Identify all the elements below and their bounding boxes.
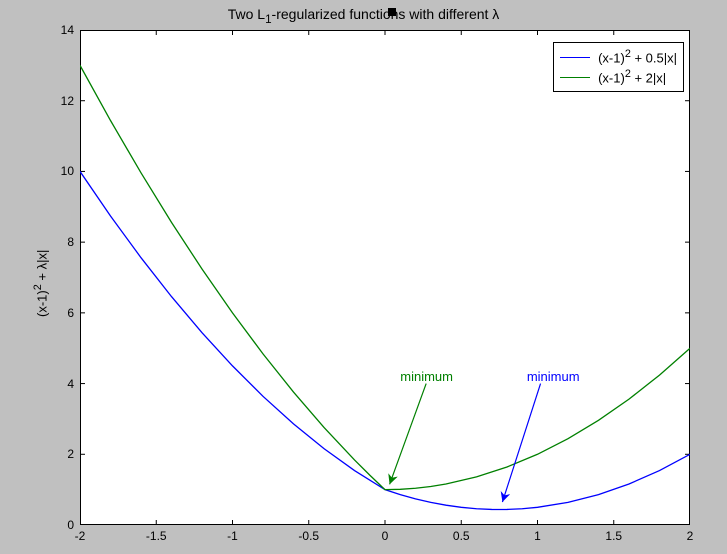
legend-label-0: (x-1)2 + 0.5|x|: [598, 48, 677, 65]
legend-swatch-1: [560, 77, 590, 78]
x-tick-label: 0.5: [453, 529, 470, 543]
y-tick-label: 8: [50, 235, 74, 249]
x-tick-label: 1: [534, 529, 541, 543]
y-tick-label: 10: [50, 164, 74, 178]
y-tick-label: 6: [50, 306, 74, 320]
legend-swatch-0: [560, 57, 590, 58]
plot-area: [80, 30, 690, 525]
y-tick-label: 12: [50, 94, 74, 108]
annotation-1: minimum: [527, 369, 580, 384]
y-tick-label: 2: [50, 447, 74, 461]
x-tick-label: -2: [75, 529, 86, 543]
x-tick-label: -1.5: [146, 529, 167, 543]
y-tick-label: 0: [50, 518, 74, 532]
cursor-marker: [388, 8, 396, 16]
x-tick-label: 2: [687, 529, 694, 543]
legend: (x-1)2 + 0.5|x| (x-1)2 + 2|x|: [553, 42, 684, 92]
y-tick-label: 4: [50, 377, 74, 391]
x-tick-label: 0: [382, 529, 389, 543]
chart-title: Two L1-regularized functions with differ…: [0, 6, 727, 26]
x-tick-label: -0.5: [298, 529, 319, 543]
plot-svg: [80, 30, 690, 525]
legend-item-1: (x-1)2 + 2|x|: [560, 67, 677, 87]
x-tick-label: -1: [227, 529, 238, 543]
y-axis-label: (x-1)2 + λ|x|: [32, 250, 49, 317]
legend-item-0: (x-1)2 + 0.5|x|: [560, 47, 677, 67]
legend-label-1: (x-1)2 + 2|x|: [598, 68, 666, 85]
annotation-0: minimum: [400, 369, 453, 384]
x-tick-label: 1.5: [605, 529, 622, 543]
y-tick-label: 14: [50, 23, 74, 37]
